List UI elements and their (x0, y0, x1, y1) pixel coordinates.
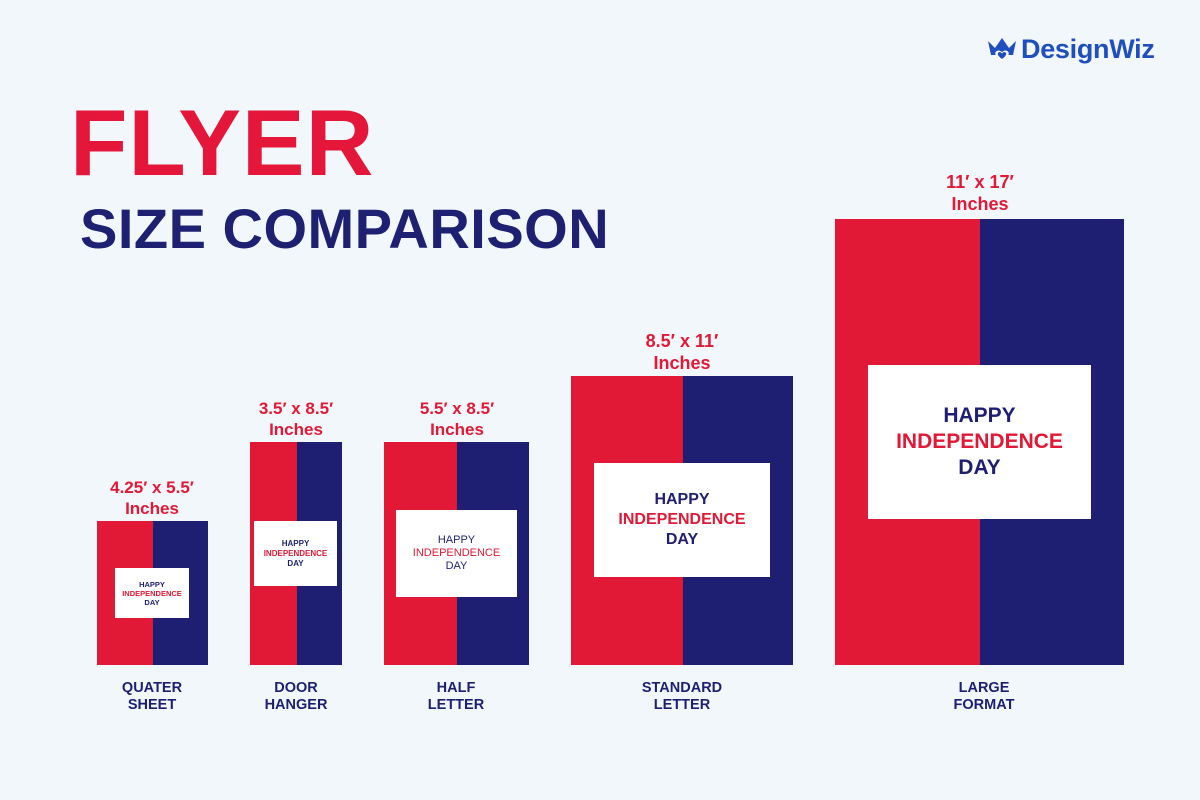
name-label-large-format: LARGE FORMAT (953, 680, 1015, 713)
size-label-large-format: 11′ x 17′ Inches (946, 172, 1014, 214)
page-subtitle: SIZE COMPARISON (80, 197, 610, 260)
crown-heart-icon (988, 37, 1016, 61)
flyer-card: HAPPY INDEPENDENCE DAY (594, 463, 770, 577)
flyer-quarter-sheet: HAPPY INDEPENDENCE DAY (97, 521, 208, 665)
flyer-door-hanger: HAPPY INDEPENDENCE DAY (250, 442, 342, 665)
flyer-card: HAPPY INDEPENDENCE DAY (396, 510, 517, 597)
flyer-standard-letter: HAPPY INDEPENDENCE DAY (571, 376, 793, 665)
flyer-half-letter: HAPPY INDEPENDENCE DAY (384, 442, 529, 665)
name-label-standard-letter: STANDARD LETTER (641, 680, 723, 713)
page-title: FLYER (70, 90, 375, 195)
size-label-standard-letter: 8.5′ x 11′ Inches (645, 331, 719, 373)
name-label-half-letter: HALF LETTER (427, 680, 485, 713)
flyer-large-format: HAPPY INDEPENDENCE DAY (835, 219, 1124, 665)
flyer-card: HAPPY INDEPENDENCE DAY (115, 568, 189, 618)
flyer-card: HAPPY INDEPENDENCE DAY (254, 521, 337, 586)
size-label-quarter-sheet: 4.25′ x 5.5′ Inches (110, 478, 194, 518)
name-label-door-hanger: DOOR HANGER (264, 680, 328, 713)
flyer-card: HAPPY INDEPENDENCE DAY (868, 365, 1091, 519)
size-label-half-letter: 5.5′ x 8.5′ Inches (419, 399, 495, 439)
designwiz-logo: DesignWiz (986, 34, 1155, 65)
name-label-quarter-sheet: QUATER SHEET (121, 680, 183, 713)
size-label-door-hanger: 3.5′ x 8.5′ Inches (258, 399, 334, 439)
brand-name: DesignWiz (1021, 34, 1155, 64)
